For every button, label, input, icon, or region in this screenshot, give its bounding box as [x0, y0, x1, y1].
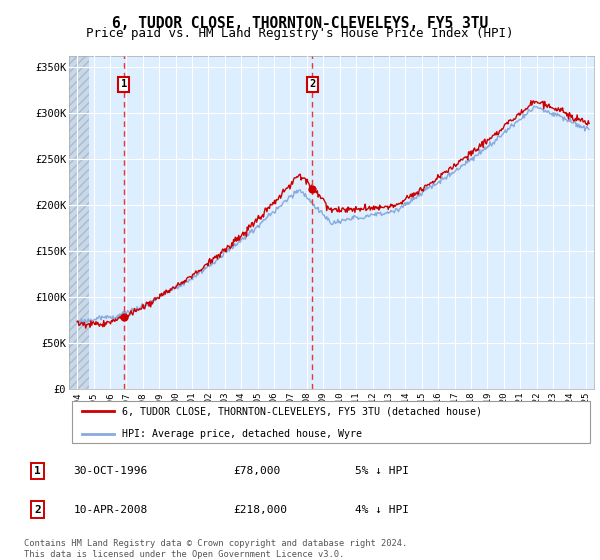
Bar [69, 56, 89, 389]
Text: 10-APR-2008: 10-APR-2008 [74, 505, 148, 515]
Text: 2: 2 [309, 80, 316, 90]
FancyBboxPatch shape [71, 401, 590, 444]
Text: 6, TUDOR CLOSE, THORNTON-CLEVELEYS, FY5 3TU (detached house): 6, TUDOR CLOSE, THORNTON-CLEVELEYS, FY5 … [121, 406, 482, 416]
Text: Contains HM Land Registry data © Crown copyright and database right 2024.
This d: Contains HM Land Registry data © Crown c… [24, 539, 407, 559]
Text: Price paid vs. HM Land Registry's House Price Index (HPI): Price paid vs. HM Land Registry's House … [86, 27, 514, 40]
Text: £78,000: £78,000 [234, 466, 281, 476]
Text: 1: 1 [34, 466, 41, 476]
Text: £218,000: £218,000 [234, 505, 288, 515]
Text: 4% ↓ HPI: 4% ↓ HPI [355, 505, 409, 515]
Text: 5% ↓ HPI: 5% ↓ HPI [355, 466, 409, 476]
Text: 6, TUDOR CLOSE, THORNTON-CLEVELEYS, FY5 3TU: 6, TUDOR CLOSE, THORNTON-CLEVELEYS, FY5 … [112, 16, 488, 31]
Text: 30-OCT-1996: 30-OCT-1996 [74, 466, 148, 476]
Text: HPI: Average price, detached house, Wyre: HPI: Average price, detached house, Wyre [121, 429, 361, 439]
Text: 2: 2 [34, 505, 41, 515]
Text: 1: 1 [121, 80, 127, 90]
